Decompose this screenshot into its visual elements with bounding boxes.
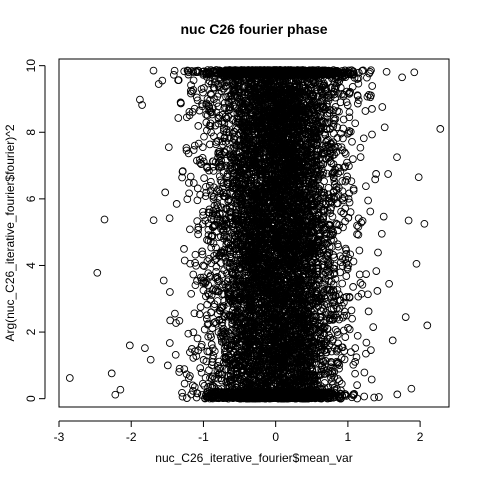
data-point <box>341 204 350 213</box>
data-point <box>339 209 348 218</box>
data-point <box>209 83 218 92</box>
data-point <box>189 76 198 85</box>
data-point <box>356 153 365 161</box>
data-point <box>343 101 352 110</box>
data-point <box>358 280 367 289</box>
data-point <box>169 70 178 79</box>
data-point <box>382 67 391 76</box>
data-point <box>335 364 343 373</box>
scatter-points <box>65 66 445 403</box>
data-point <box>194 122 203 130</box>
data-point <box>368 82 377 90</box>
data-point <box>175 368 184 376</box>
data-point <box>200 174 208 182</box>
data-point <box>186 225 194 234</box>
data-point <box>346 250 355 259</box>
data-point <box>194 226 202 234</box>
data-point <box>204 269 213 278</box>
data-point <box>342 246 351 255</box>
data-point <box>211 121 220 130</box>
data-point <box>363 73 371 82</box>
data-point <box>362 182 370 191</box>
data-point <box>224 106 233 115</box>
data-point <box>207 243 216 252</box>
data-point <box>209 104 217 113</box>
data-point <box>378 103 387 111</box>
data-point <box>367 346 375 354</box>
data-point <box>373 287 382 295</box>
data-point <box>331 93 340 102</box>
data-point <box>204 332 213 341</box>
data-point <box>190 141 199 150</box>
data-point <box>198 247 206 256</box>
data-point <box>218 315 227 324</box>
data-point <box>358 217 367 225</box>
data-point <box>149 66 158 75</box>
data-point <box>366 68 374 76</box>
data-point <box>213 201 222 210</box>
data-point <box>174 76 183 84</box>
data-point <box>344 324 352 332</box>
data-point <box>393 390 402 399</box>
data-point <box>379 212 388 221</box>
data-point <box>165 214 174 223</box>
data-point <box>180 245 188 253</box>
data-point <box>349 257 358 266</box>
data-point <box>220 99 229 107</box>
data-point <box>354 79 363 88</box>
chart-title: nuc C26 fourier phase <box>180 21 327 37</box>
data-point <box>352 353 361 362</box>
data-point <box>189 387 197 395</box>
data-point <box>349 155 357 163</box>
data-point <box>344 194 353 203</box>
data-point <box>353 381 361 389</box>
data-point <box>345 108 354 117</box>
data-point <box>351 344 360 352</box>
data-point <box>362 338 371 347</box>
data-point <box>210 300 219 309</box>
data-point <box>330 177 339 186</box>
data-point <box>207 259 216 268</box>
data-point <box>348 137 356 146</box>
data-point <box>165 339 174 347</box>
data-point <box>339 134 347 143</box>
data-point <box>188 381 197 390</box>
data-point <box>354 96 363 105</box>
data-point <box>342 259 351 267</box>
data-point <box>334 169 342 178</box>
